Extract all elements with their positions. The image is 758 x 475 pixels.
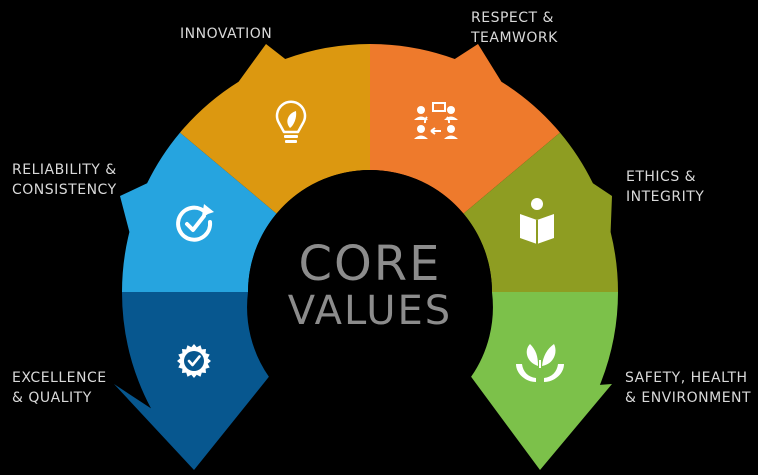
segment-reliability (120, 132, 277, 292)
label-innovation: INNOVATION (180, 26, 273, 42)
segment-excellence (114, 292, 269, 470)
label-reliability-consistency: RELIABILITY & CONSISTENCY (12, 162, 117, 198)
person-book-icon (520, 198, 554, 244)
team-icon (414, 102, 458, 139)
badge-check-icon (177, 344, 211, 378)
segment-respect (370, 44, 560, 214)
circle-check-arrow-icon (176, 204, 214, 242)
lightbulb-icon (275, 100, 307, 143)
hands-leaf-icon (516, 344, 564, 382)
center-title-line2: VALUES (287, 288, 453, 334)
label-safety-health-environment: SAFETY, HEALTH & ENVIRONMENT (625, 370, 752, 406)
segment-innovation (180, 44, 370, 214)
segment-ethics (463, 132, 618, 292)
center-title-line1: CORE (298, 236, 442, 292)
center-circle (248, 170, 492, 414)
label-ethics-integrity: ETHICS & INTEGRITY (626, 169, 705, 205)
label-respect-teamwork: RESPECT & TEAMWORK (471, 10, 558, 46)
label-excellence-quality: EXCELLENCE & QUALITY (12, 370, 107, 406)
